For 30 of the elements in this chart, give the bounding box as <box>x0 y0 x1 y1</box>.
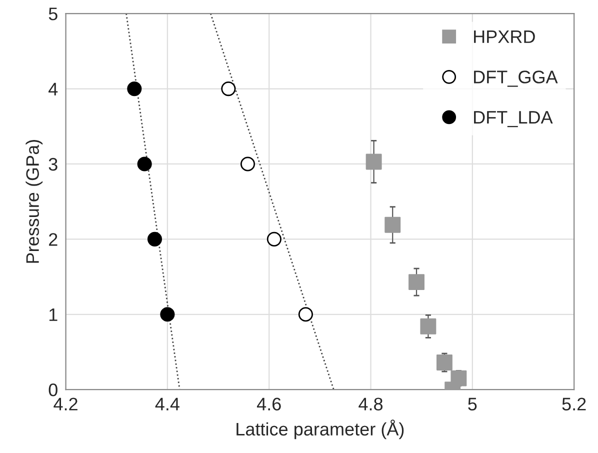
y-tick-label: 3 <box>48 158 58 171</box>
legend-label: HPXRD <box>474 30 535 43</box>
x-tick-label: 4.6 <box>256 398 281 410</box>
point <box>266 232 282 246</box>
point <box>221 82 236 96</box>
x-tick-label: 4.4 <box>155 398 180 410</box>
legend-label: DFT_LDA <box>474 111 553 128</box>
point <box>408 274 424 290</box>
point <box>147 232 162 246</box>
point <box>127 82 142 96</box>
x-tick-label: 4.8 <box>358 398 383 410</box>
point <box>384 216 401 233</box>
y-tick-label: 2 <box>49 233 58 246</box>
y-axis-title: Pressure (GPa) <box>26 140 43 263</box>
point <box>436 354 452 370</box>
y-tick-label: 5 <box>48 8 58 20</box>
x-tick-label: 5 <box>468 398 477 410</box>
point <box>160 307 175 322</box>
y-tick-label: 4 <box>48 82 58 96</box>
point <box>420 318 436 334</box>
legend-label: DFT_GGA <box>474 70 558 87</box>
x-tick-label: 4.2 <box>54 398 78 410</box>
y-tick-label: 0 <box>48 384 58 396</box>
y-tick-label: 1 <box>49 308 58 321</box>
point <box>137 156 152 172</box>
point <box>366 154 382 170</box>
point <box>298 307 313 322</box>
x-tick-label: 5.2 <box>562 398 586 410</box>
x-axis-title: Lattice parameter (Å) <box>236 420 404 440</box>
point <box>240 156 256 172</box>
